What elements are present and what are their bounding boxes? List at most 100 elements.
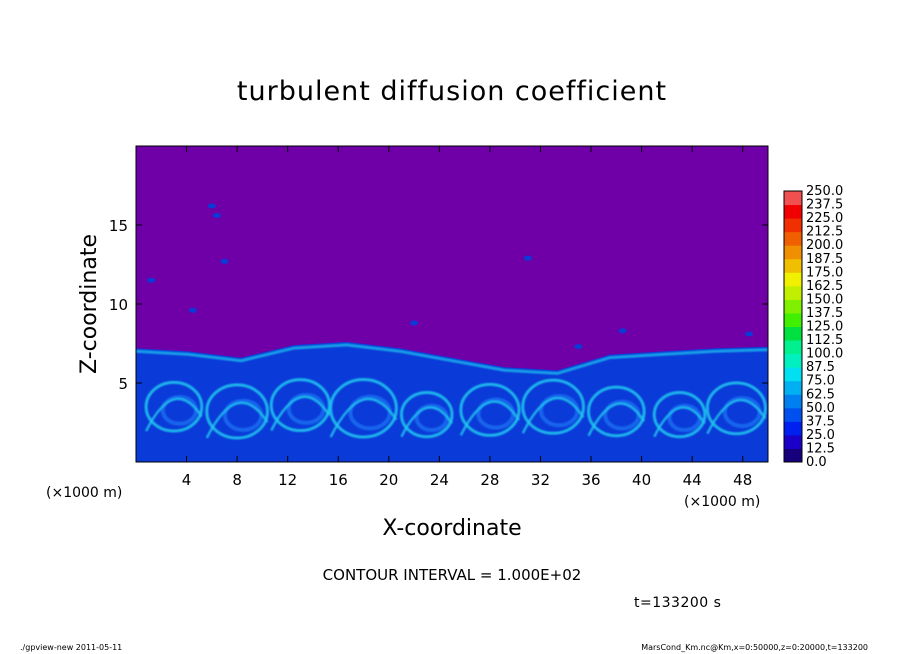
x-axis-ticks: 4 8 12 16 20 24 28 32 36 40 44 48 xyxy=(182,146,752,489)
boundary-edge xyxy=(136,343,768,375)
colorbar-label: 50.0 xyxy=(806,401,835,416)
colorbar-swatch xyxy=(784,326,802,341)
patch xyxy=(212,213,221,219)
colorbar-label: 150.0 xyxy=(806,292,843,307)
colorbar-label: 200.0 xyxy=(806,238,843,253)
x-tick-label: 40 xyxy=(632,471,651,489)
colorbar-label: 187.5 xyxy=(806,252,843,267)
eddy xyxy=(587,385,646,438)
eddy-filament xyxy=(653,406,706,438)
colorbar-swatch xyxy=(784,407,802,422)
colorbar-label: 112.5 xyxy=(806,333,843,348)
eddy-filament xyxy=(205,401,269,439)
colorbar-swatch xyxy=(784,340,802,355)
x-axis-title: X-coordinate xyxy=(382,516,521,541)
colorbar-swatch xyxy=(784,367,802,382)
colorbar-frame xyxy=(783,190,803,463)
eddy xyxy=(652,390,707,439)
patch xyxy=(574,344,583,350)
x-unit-left: (×1000 m) xyxy=(46,485,122,501)
colorbar-label: 137.5 xyxy=(806,306,843,321)
x-tick-label: 12 xyxy=(278,471,297,489)
colorbar-label: 175.0 xyxy=(806,265,843,280)
eddy xyxy=(144,380,204,433)
x-tick-label: 36 xyxy=(581,471,600,489)
colorbar-label: 100.0 xyxy=(806,347,843,362)
colorbar-swatch xyxy=(784,218,802,233)
patch xyxy=(147,277,156,283)
y-axis-ticks: 5 10 15 xyxy=(109,217,768,393)
colorbar-swatch xyxy=(784,394,802,409)
eddy-filament xyxy=(400,406,454,438)
eddy xyxy=(205,383,269,440)
x-tick-label: 20 xyxy=(379,471,398,489)
boundary-layer-region xyxy=(136,341,768,462)
x-tick-label: 24 xyxy=(430,471,449,489)
patch xyxy=(745,331,754,337)
x-tick-label: 8 xyxy=(232,471,242,489)
colorbar xyxy=(783,190,803,463)
colorbar-swatch xyxy=(784,272,802,287)
x-unit-right: (×1000 m) xyxy=(684,494,760,510)
colorbar-swatch xyxy=(784,245,802,260)
colorbar-label: 75.0 xyxy=(806,374,835,389)
colorbar-swatch xyxy=(784,353,802,368)
x-tick-label: 44 xyxy=(683,471,702,489)
patch xyxy=(207,203,216,209)
patch xyxy=(618,328,627,334)
colorbar-label: 225.0 xyxy=(806,211,843,226)
eddy xyxy=(705,381,767,436)
colorbar-swatch xyxy=(784,312,802,327)
colorbar-swatch xyxy=(784,299,802,314)
colorbar-label: 162.5 xyxy=(806,279,843,294)
colorbar-swatch xyxy=(784,421,802,436)
colorbar-swatch xyxy=(784,191,802,206)
time-label: t=133200 s xyxy=(634,595,722,611)
colorbar-swatch xyxy=(784,258,802,273)
colorbar-label: 237.5 xyxy=(806,198,843,213)
x-tick-label: 16 xyxy=(329,471,348,489)
footer-right: MarsCond_Km.nc@Km,x=0:50000,z=0:20000,t=… xyxy=(641,643,868,652)
patch xyxy=(188,307,197,313)
footer-left: ./gpview-new 2011-05-11 xyxy=(20,643,123,652)
eddy-filament xyxy=(459,400,521,436)
eddy xyxy=(459,382,521,437)
colorbar-label: 62.5 xyxy=(806,387,835,402)
x-tick-label: 28 xyxy=(480,471,499,489)
colorbar-label: 0.0 xyxy=(806,455,827,470)
eddy-filament xyxy=(270,395,331,432)
eddy-filament xyxy=(144,397,203,432)
eddy xyxy=(521,378,585,435)
patch xyxy=(220,258,229,264)
colorbar-swatch xyxy=(784,285,802,300)
y-tick-label: 15 xyxy=(109,217,128,235)
x-tick-label: 48 xyxy=(733,471,752,489)
colorbar-label: 12.5 xyxy=(806,441,835,456)
colorbar-label: 250.0 xyxy=(806,184,843,199)
colorbar-swatch xyxy=(784,434,802,449)
colorbar-label: 125.0 xyxy=(806,320,843,335)
colorbar-labels: 0.012.525.037.550.062.575.087.5100.0112.… xyxy=(806,184,843,470)
colorbar-label: 25.0 xyxy=(806,428,835,443)
eddy-swirls xyxy=(136,343,768,440)
x-tick-label: 4 xyxy=(182,471,192,489)
colorbar-label: 37.5 xyxy=(806,414,835,429)
y-tick-label: 5 xyxy=(118,375,128,393)
eddy-filament xyxy=(587,402,646,437)
eddy xyxy=(399,390,454,439)
colorbar-swatch xyxy=(784,204,802,219)
colorbar-swatch xyxy=(784,231,802,246)
colorbar-swatch xyxy=(784,448,802,463)
eddy-filament xyxy=(329,397,398,438)
colorbar-swatch xyxy=(784,380,802,395)
patch xyxy=(410,320,419,326)
field-turbulence xyxy=(136,203,768,462)
eddy-filament xyxy=(521,396,585,434)
upper-patches xyxy=(147,203,754,350)
y-tick-label: 10 xyxy=(109,296,128,314)
y-axis-title: Z-coordinate xyxy=(77,234,102,374)
x-tick-label: 32 xyxy=(531,471,550,489)
colorbar-label: 212.5 xyxy=(806,225,843,240)
patch xyxy=(523,255,532,261)
